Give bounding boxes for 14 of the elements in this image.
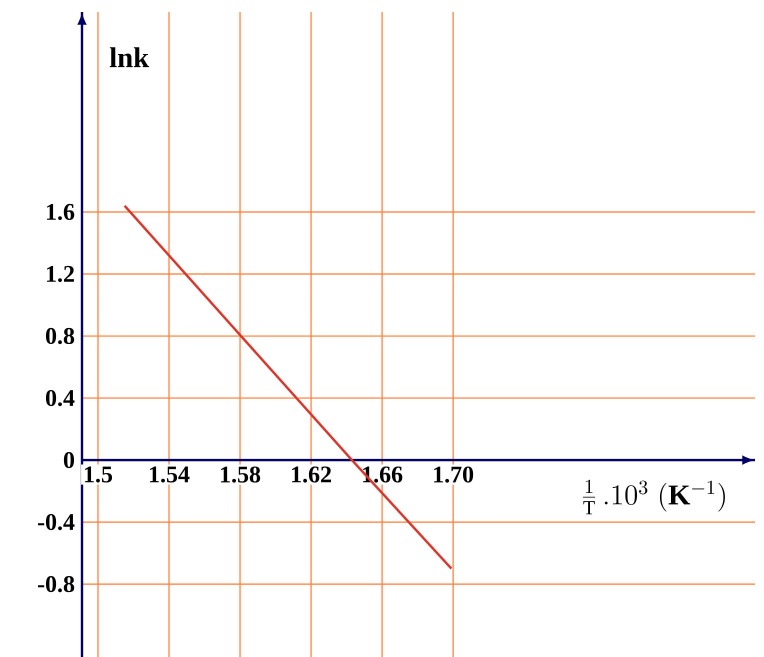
- x-tick-label: 1.70: [434, 466, 474, 483]
- y-tick-label: 1.6: [46, 204, 74, 220]
- y-tick-label: 0: [64, 452, 74, 468]
- y-tick-label: -0.8: [38, 576, 74, 592]
- x-tick-label: 1.58: [221, 466, 260, 483]
- x-tick-label: 1.62: [292, 466, 331, 483]
- x-tick-label: 1.5: [84, 466, 112, 483]
- x-axis-title: $\frac{1}{\mathrm{T}}\,.10^{3}\;(\mathbf{K}^{-1})$: [582, 480, 725, 514]
- y-tick-label: 1.2: [46, 266, 74, 282]
- y-axis-title: lnk: [110, 47, 150, 68]
- y-tick-label: 0.8: [46, 328, 74, 344]
- x-tick-label: 1.54: [150, 466, 190, 483]
- y-tick-label: -0.4: [38, 514, 75, 530]
- y-tick-label: 0.4: [46, 390, 75, 406]
